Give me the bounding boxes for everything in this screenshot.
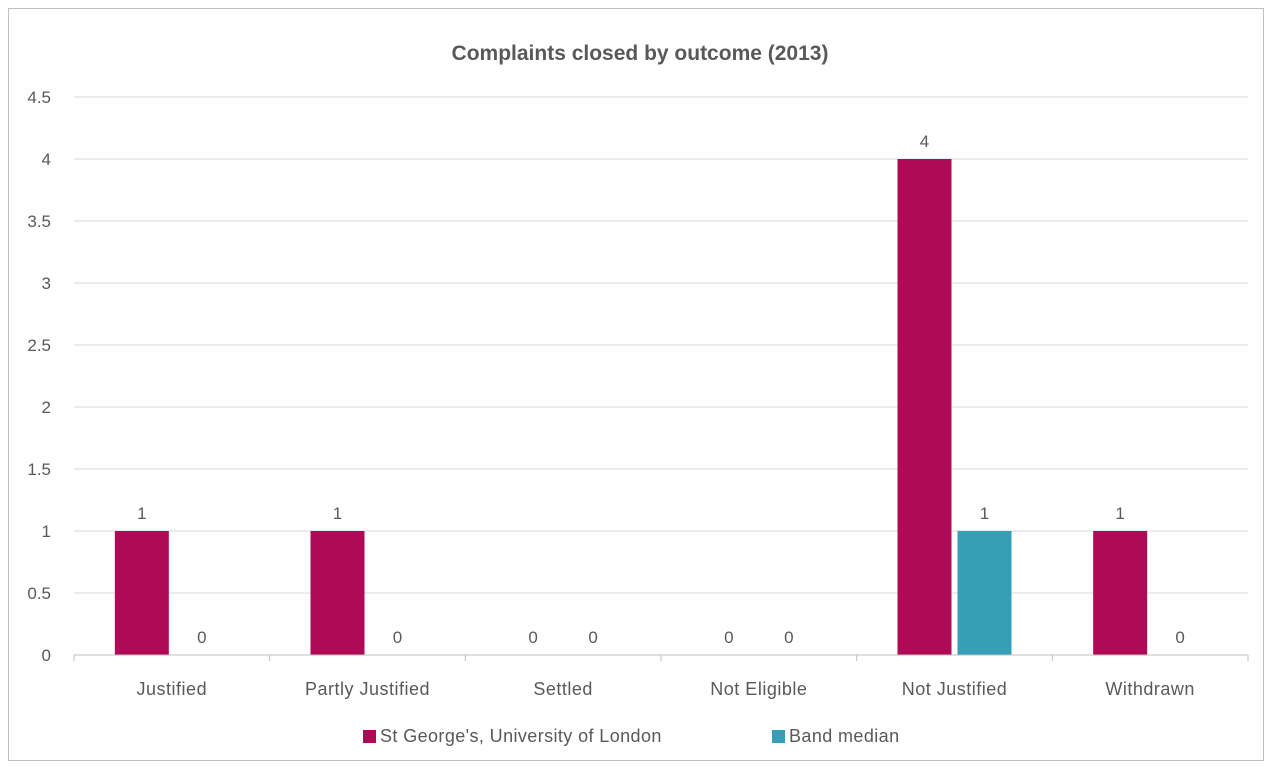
x-tick-label: Withdrawn xyxy=(1105,679,1195,699)
gridlines xyxy=(74,96,1248,594)
y-tick-label: 1 xyxy=(42,522,51,541)
chart-frame xyxy=(8,8,1264,761)
x-tick-label: Settled xyxy=(533,679,593,699)
chart-title: Complaints closed by outcome (2013) xyxy=(452,42,829,65)
bar xyxy=(114,531,169,655)
data-label: 0 xyxy=(724,628,733,647)
legend-swatch xyxy=(772,730,785,743)
legend-label: St George's, University of London xyxy=(380,726,662,746)
bar xyxy=(957,531,1012,655)
data-label: 1 xyxy=(333,504,342,523)
x-tick-label: Not Justified xyxy=(902,679,1008,699)
y-tick-label: 3.5 xyxy=(27,212,51,231)
data-label: 0 xyxy=(528,628,537,647)
x-tick-label: Not Eligible xyxy=(710,679,807,699)
data-label: 0 xyxy=(588,628,597,647)
data-label: 1 xyxy=(980,504,989,523)
y-tick-label: 0.5 xyxy=(27,584,51,603)
x-axis: Justified Partly Justified Settled Not Elig… xyxy=(73,654,1249,699)
bars xyxy=(114,159,1148,655)
y-tick-label: 1.5 xyxy=(27,460,51,479)
y-tick-label: 0 xyxy=(42,646,51,665)
y-tick-label: 3 xyxy=(42,274,51,293)
y-tick-label: 2 xyxy=(42,398,51,417)
y-tick-label: 2.5 xyxy=(27,336,51,355)
data-label: 0 xyxy=(784,628,793,647)
data-label: 4 xyxy=(920,132,929,151)
legend-label: Band median xyxy=(789,726,899,746)
legend: St George's, University of London Band me… xyxy=(363,726,899,746)
x-tick-label: Partly Justified xyxy=(305,679,430,699)
data-label: 1 xyxy=(1115,504,1124,523)
y-tick-label: 4 xyxy=(42,150,51,169)
bar xyxy=(1093,531,1148,655)
x-tick-label: Justified xyxy=(137,679,208,699)
y-tick-label: 4.5 xyxy=(27,88,51,107)
bar xyxy=(897,159,952,655)
legend-swatch xyxy=(363,730,376,743)
y-axis-ticks: 0 0.5 1 1.5 2 2.5 3 3.5 4 4.5 xyxy=(27,88,51,665)
data-label: 0 xyxy=(393,628,402,647)
data-labels: 1 0 1 0 0 0 0 0 4 1 1 0 xyxy=(137,132,1185,647)
data-label: 0 xyxy=(197,628,206,647)
data-label: 0 xyxy=(1175,628,1184,647)
data-label: 1 xyxy=(137,504,146,523)
bar xyxy=(310,531,365,655)
